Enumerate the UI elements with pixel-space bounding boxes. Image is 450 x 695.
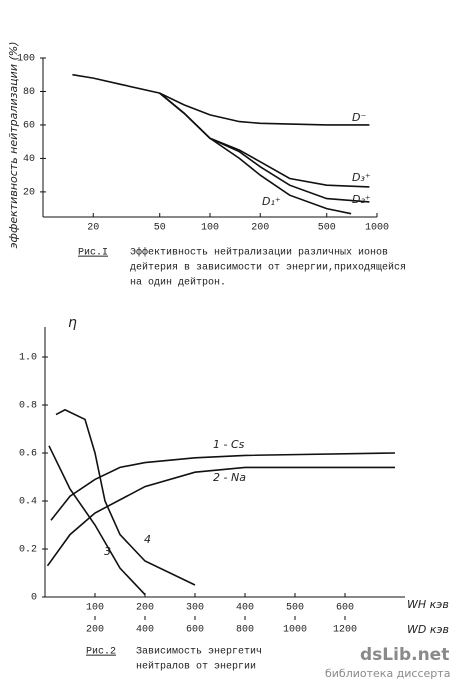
x2-tick-label: 600 — [186, 625, 204, 636]
series-label: D₂⁺ — [352, 193, 371, 206]
y-axis-label: η — [68, 315, 77, 331]
series-label: D₁⁺ — [262, 195, 281, 208]
x-tick-label: 400 — [236, 603, 254, 614]
y-tick-label: 0 — [31, 593, 37, 604]
x-tick-label: 100 — [86, 603, 104, 614]
caption-line: на один дейтрон. — [130, 277, 226, 289]
y-axis-label: эффективность нейтрализации (%) — [7, 42, 20, 249]
x2-tick-label: 200 — [86, 625, 104, 636]
x-tick-label: 20 — [87, 223, 99, 234]
x-tick-label: 200 — [136, 603, 154, 614]
y-tick-label: 100 — [17, 54, 35, 65]
x2-tick-label: 400 — [136, 625, 154, 636]
y-tick-label: 60 — [23, 121, 35, 132]
caption-line: Эффективность нейтрализации различных ио… — [130, 246, 388, 259]
y-tick-label: 40 — [23, 154, 35, 165]
series-label: D⁻ — [352, 111, 366, 124]
x-tick-label: 1000 — [365, 223, 389, 234]
y-tick-label: 0.6 — [19, 449, 37, 460]
x2-tick-label: 800 — [236, 625, 254, 636]
series-line — [46, 466, 395, 567]
series-line — [48, 445, 146, 596]
y-tick-label: 0.2 — [19, 545, 37, 556]
caption-line: Зависимость энергетич — [136, 647, 262, 658]
series-label: 2 - Na — [213, 471, 246, 484]
watermark-subtitle: библиотека диссертаций — [325, 667, 450, 680]
caption-line: дейтерия в зависимости от энергии,приход… — [130, 262, 406, 274]
x-tick-label: 50 — [154, 223, 166, 234]
x-tick-label: 500 — [318, 223, 336, 234]
x-tick-label: 600 — [336, 603, 354, 614]
caption-label: Рис.I — [78, 248, 108, 259]
series-label: 3 — [104, 545, 111, 558]
y-tick-label: 1.0 — [19, 353, 37, 364]
series-line — [159, 92, 352, 215]
x2-axis-label: WD кэв — [407, 623, 449, 636]
series-line — [50, 452, 396, 521]
series-label: D₃⁺ — [352, 171, 371, 184]
x-tick-label: 200 — [251, 223, 269, 234]
series-label: 4 — [144, 533, 151, 546]
series-line — [72, 73, 370, 126]
series-line — [55, 408, 196, 586]
x-tick-label: 500 — [286, 603, 304, 614]
y-tick-label: 0.8 — [19, 401, 37, 412]
y-tick-label: 20 — [23, 188, 35, 199]
series-label: 1 - Cs — [213, 438, 245, 451]
caption-label: Рис.2 — [86, 647, 116, 658]
y-tick-label: 80 — [23, 87, 35, 98]
x-tick-label: 100 — [201, 223, 219, 234]
watermark-brand: dsLib.net — [360, 645, 449, 665]
x2-tick-label: 1200 — [333, 625, 357, 636]
x2-tick-label: 1000 — [283, 625, 307, 636]
x-axis-label: WH кэв — [407, 598, 449, 611]
x-tick-label: 300 — [186, 603, 204, 614]
y-tick-label: 0.4 — [19, 497, 37, 508]
caption-line: нейтралов от энергии — [136, 661, 256, 673]
